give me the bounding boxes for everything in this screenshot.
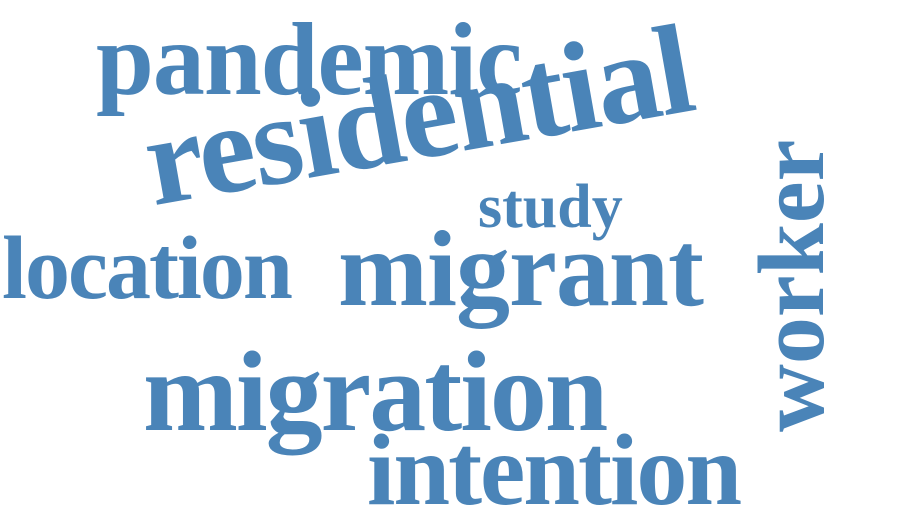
word-study: study bbox=[478, 173, 623, 241]
word-migrant: migrant bbox=[338, 210, 704, 329]
word-intention: intention bbox=[367, 414, 742, 522]
word-pandemic: pandemic bbox=[96, 2, 522, 117]
word-migration: migration bbox=[143, 328, 608, 455]
word-worker: worker bbox=[740, 139, 844, 432]
word-location: location bbox=[2, 219, 293, 318]
